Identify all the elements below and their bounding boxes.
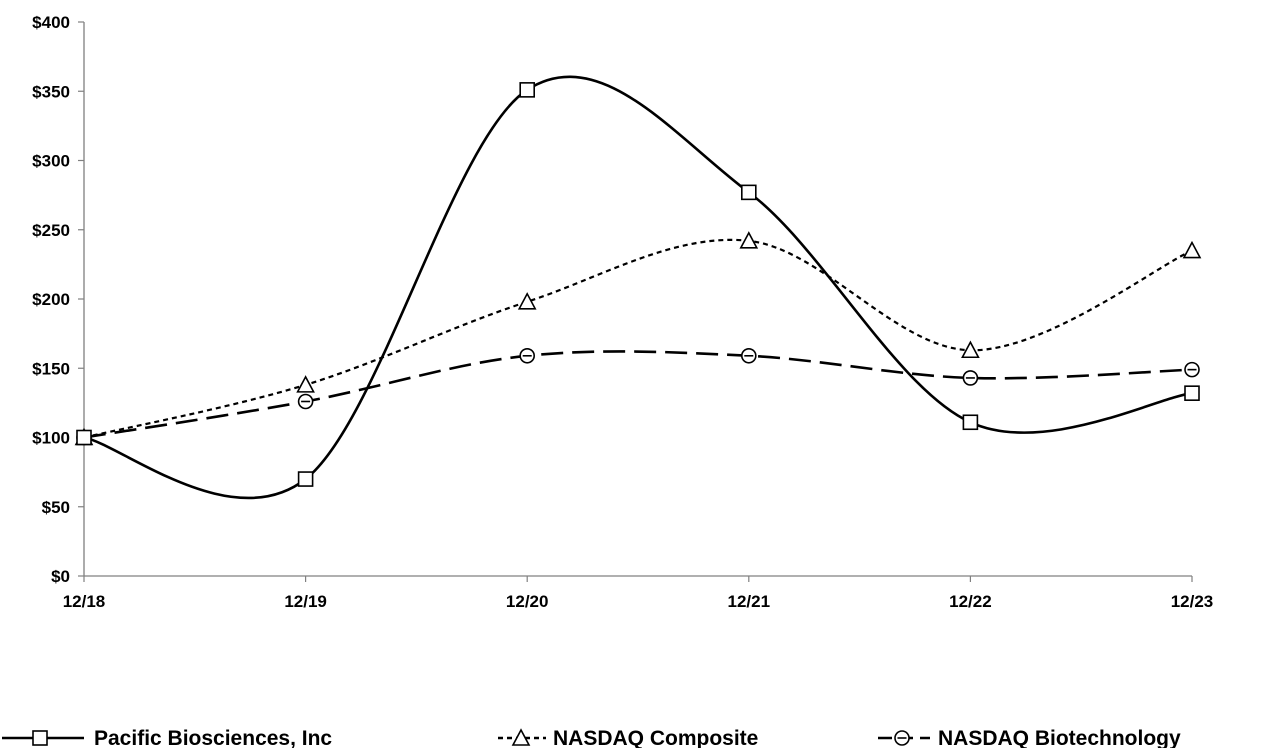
axes: $0 $50 $100 $150 $200 $250 $300 $350 $400 12/18 12…: [32, 13, 1213, 611]
y-tick-label: $50: [42, 498, 70, 517]
data-point-0-2: [519, 82, 536, 98]
y-tick-label: $350: [32, 82, 70, 101]
data-point-0-3: [740, 184, 757, 201]
data-point-1-1: [296, 375, 315, 393]
data-point-0-1: [297, 471, 314, 487]
data-point-1-3: [739, 231, 759, 249]
y-tick-label: $0: [51, 567, 70, 586]
x-tick-label: 12/19: [284, 592, 327, 611]
y-tick-label: $250: [32, 221, 70, 240]
legend-marker: [32, 730, 48, 746]
legend-item-0: Pacific Biosciences, Inc: [2, 727, 332, 748]
legend: Pacific Biosciences, Inc NASDAQ Composite…: [2, 727, 1181, 748]
legend-item-1: NASDAQ Composite: [498, 727, 758, 748]
legend-marker: [511, 728, 531, 746]
data-point-1-2: [517, 292, 537, 310]
y-tick-label: $300: [32, 152, 70, 171]
legend-label: NASDAQ Biotechnology: [938, 727, 1181, 748]
y-tick-label: $200: [32, 290, 70, 309]
data-point-1-4: [961, 340, 980, 359]
data-point-0-4: [962, 414, 979, 431]
data-point-1-5: [1182, 240, 1202, 259]
y-tick-label: $400: [32, 13, 70, 32]
series-line-0: [83, 75, 1193, 500]
x-tick-label: 12/22: [949, 592, 992, 611]
y-tick-label: $100: [32, 429, 70, 448]
x-tick-label: 12/21: [728, 592, 771, 611]
x-tick-label: 12/18: [63, 592, 106, 611]
y-tick-label: $150: [32, 359, 70, 378]
x-tick-label: 12/20: [506, 592, 549, 611]
series-line-2: [83, 350, 1193, 439]
series-lines: [83, 75, 1193, 500]
legend-item-2: NASDAQ Biotechnology: [878, 727, 1181, 748]
data-point-0-5: [1184, 385, 1200, 401]
data-point-0-0: [76, 429, 92, 446]
legend-label: NASDAQ Composite: [553, 727, 758, 748]
x-tick-label: 12/23: [1171, 592, 1214, 611]
series-markers: [74, 82, 1202, 487]
legend-label: Pacific Biosciences, Inc: [94, 727, 332, 748]
series-line-1: [83, 238, 1193, 439]
